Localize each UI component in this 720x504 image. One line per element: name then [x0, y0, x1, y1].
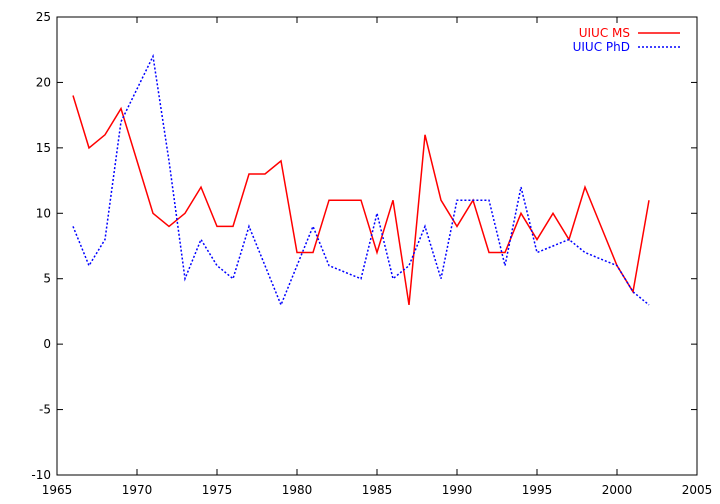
x-tick-label: 1990: [442, 483, 473, 497]
x-tick-label: 1965: [42, 483, 73, 497]
x-tick-label: 2005: [682, 483, 713, 497]
legend-label: UIUC MS: [579, 26, 630, 40]
y-tick-label: -5: [39, 403, 51, 417]
y-tick-label: 0: [43, 337, 51, 351]
plot-frame: [56, 16, 698, 476]
x-tick-label: 1985: [362, 483, 393, 497]
y-tick-label: 5: [43, 272, 51, 286]
x-tick-label: 1995: [522, 483, 553, 497]
x-tick-label: 1980: [282, 483, 313, 497]
x-tick-label: 1975: [202, 483, 233, 497]
series-line-uiuc-phd: [72, 53, 650, 307]
y-tick-label: 15: [36, 141, 51, 155]
y-tick-label: 25: [36, 10, 51, 24]
series-line-uiuc-ms: [72, 95, 650, 306]
axis-ticks: -10 -5 0 5 10 15 20 25 1965 1970 1975 1980 1985 1990 1…: [31, 10, 712, 497]
y-tick-label: 20: [36, 75, 51, 89]
legend-label: UIUC PhD: [573, 40, 630, 54]
y-tick-label: 10: [36, 206, 51, 220]
y-tick-label: -10: [31, 468, 51, 482]
series-layer: [72, 53, 650, 307]
x-tick-label: 2000: [602, 483, 633, 497]
x-tick-label: 1970: [122, 483, 153, 497]
